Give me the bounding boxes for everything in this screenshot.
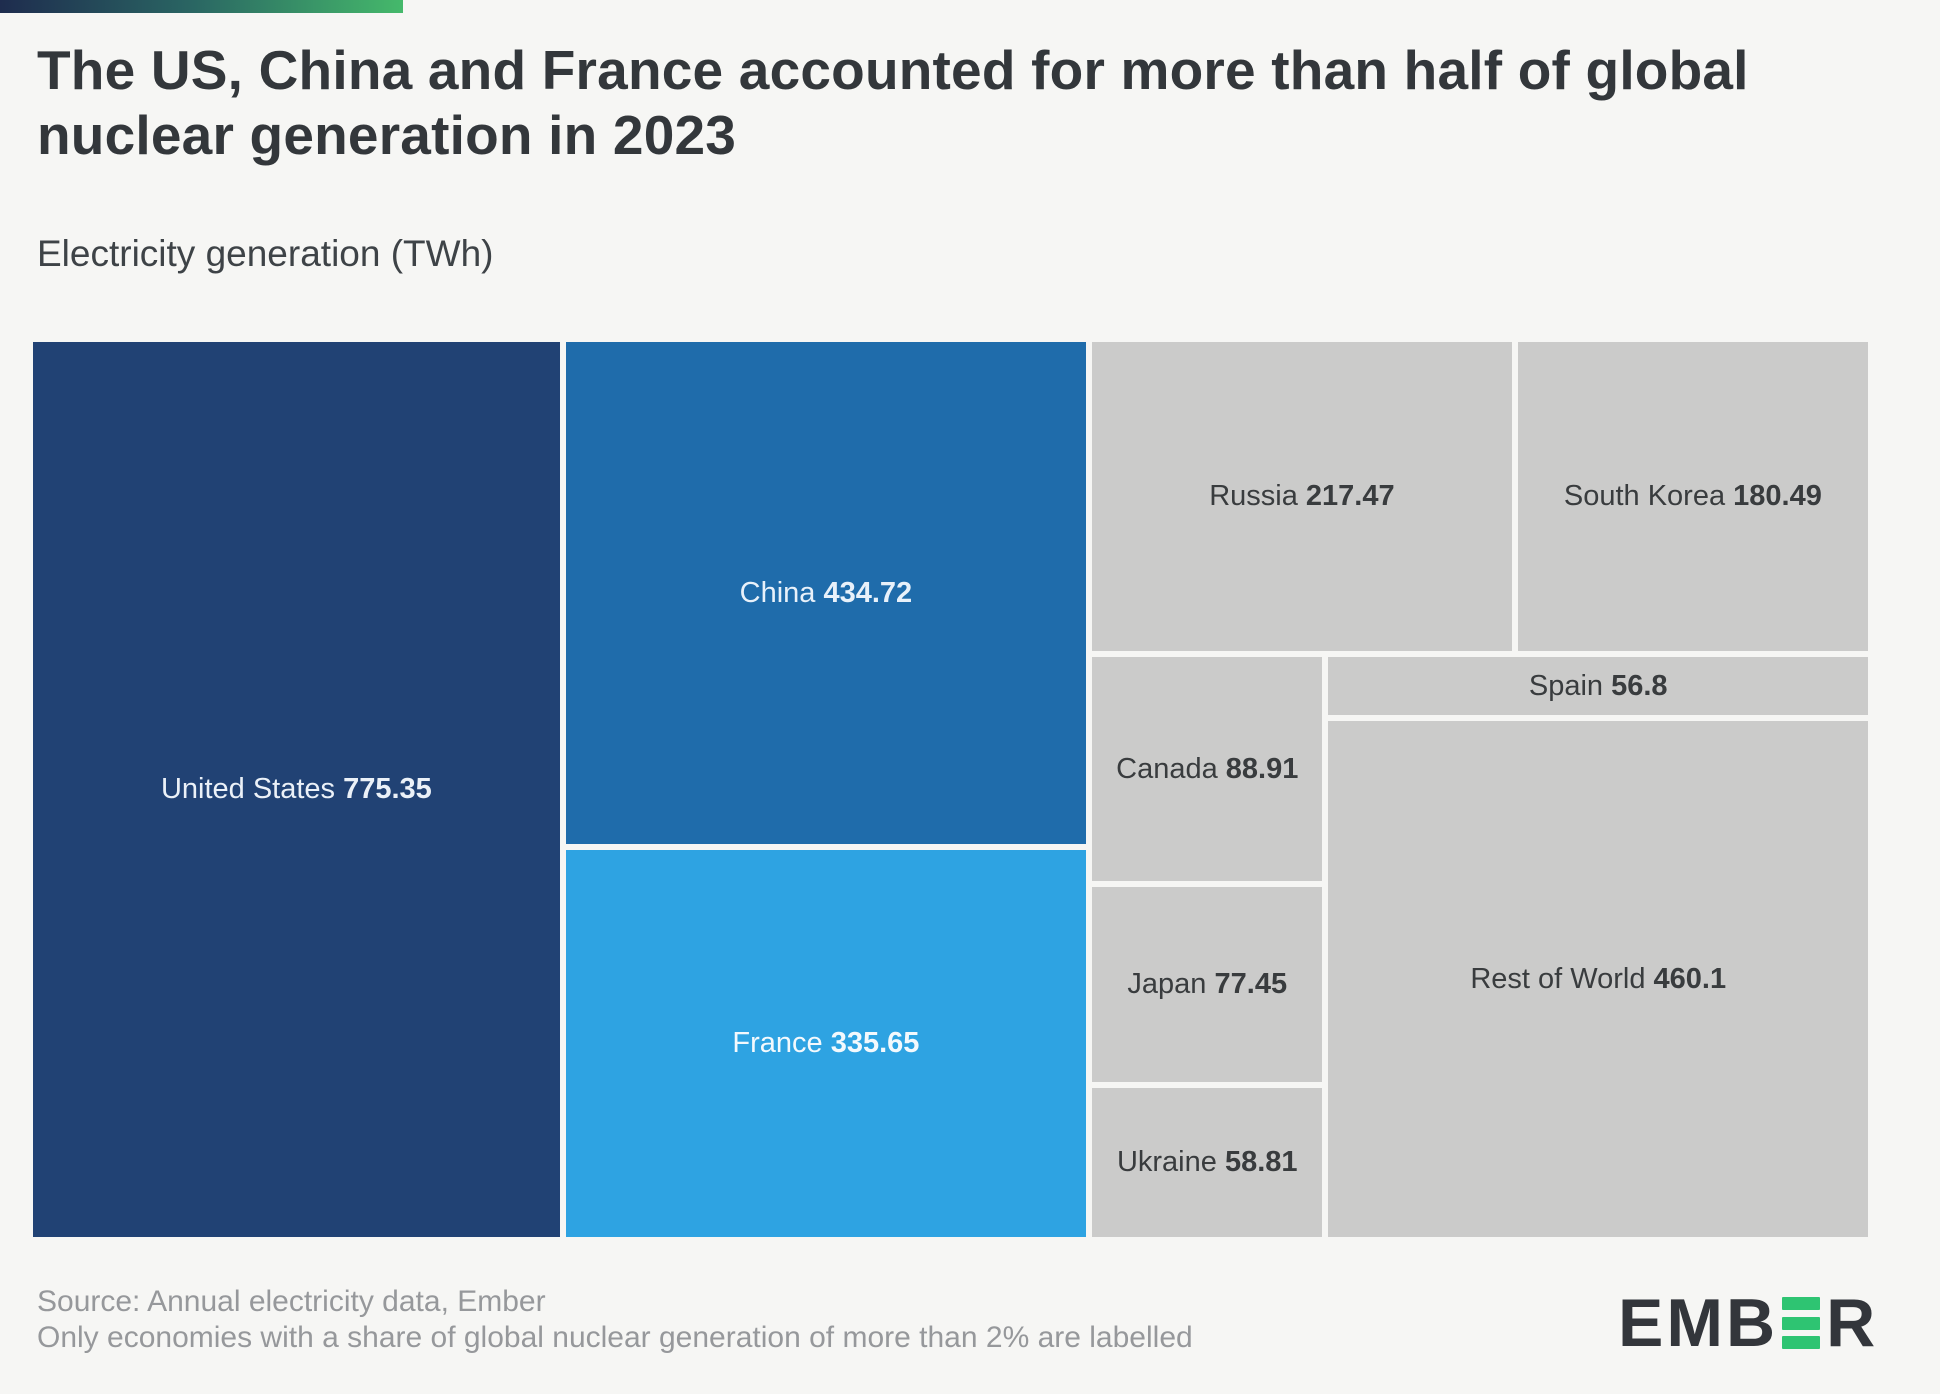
cell-label: Japan 77.45 — [1127, 968, 1287, 1001]
labelling-note: Only economies with a share of global nu… — [37, 1321, 1193, 1354]
ember-logo-green-e-icon — [1782, 1297, 1821, 1349]
cell-label: France 335.65 — [732, 1027, 919, 1060]
treemap-cell-russia[interactable]: Russia 217.47 — [1092, 342, 1512, 652]
cell-label: United States 775.35 — [161, 773, 432, 806]
treemap-cell-south-korea[interactable]: South Korea 180.49 — [1517, 342, 1868, 652]
footer: Source: Annual electricity data, Ember O… — [37, 1284, 1193, 1356]
cell-value: 56.8 — [1611, 669, 1668, 702]
cell-country-name: Rest of World — [1470, 962, 1654, 995]
cell-value: 77.45 — [1214, 968, 1288, 1001]
ember-logo-text-r: R — [1826, 1285, 1879, 1361]
cell-country-name: France — [732, 1027, 831, 1060]
treemap-cell-rest-of-world[interactable]: Rest of World 460.1 — [1328, 721, 1868, 1237]
cell-country-name: United States — [160, 773, 344, 805]
treemap-cell-canada[interactable]: Canada 88.91 — [1092, 657, 1323, 882]
cell-label: Spain 56.8 — [1529, 670, 1668, 703]
cell-value: 775.35 — [343, 773, 432, 805]
cell-value: 180.49 — [1733, 480, 1822, 513]
cell-country-name: Spain — [1528, 669, 1612, 702]
cell-label: China 434.72 — [740, 577, 913, 610]
cell-label: South Korea 180.49 — [1564, 480, 1822, 513]
cell-country-name: Canada — [1116, 752, 1226, 785]
brand-accent-bar — [0, 0, 403, 13]
treemap-cell-ukraine[interactable]: Ukraine 58.81 — [1092, 1087, 1323, 1237]
treemap-cell-united-states[interactable]: United States 775.35 — [33, 342, 560, 1237]
chart-subtitle: Electricity generation (TWh) — [37, 233, 494, 274]
source-note: Source: Annual electricity data, Ember — [37, 1285, 546, 1318]
cell-value: 88.91 — [1225, 752, 1299, 785]
treemap: United States 775.35 China 434.72 France 3… — [33, 342, 1868, 1237]
ember-logo-text-emb: EMB — [1618, 1285, 1779, 1361]
cell-value: 434.72 — [823, 576, 913, 609]
cell-label: Canada 88.91 — [1116, 753, 1298, 786]
treemap-cell-france[interactable]: France 335.65 — [565, 850, 1087, 1237]
cell-country-name: South Korea — [1563, 480, 1734, 513]
treemap-cell-china[interactable]: China 434.72 — [565, 342, 1087, 845]
cell-label: Rest of World 460.1 — [1470, 963, 1726, 996]
cell-country-name: China — [739, 576, 824, 609]
cell-value: 217.47 — [1305, 480, 1395, 513]
ember-logo: EMB R — [1618, 1285, 1879, 1361]
treemap-cell-spain[interactable]: Spain 56.8 — [1328, 657, 1868, 716]
cell-value: 58.81 — [1224, 1145, 1298, 1178]
treemap-cell-japan[interactable]: Japan 77.45 — [1092, 887, 1323, 1082]
cell-value: 335.65 — [830, 1027, 920, 1060]
cell-country-name: Russia — [1209, 480, 1306, 513]
cell-value: 460.1 — [1653, 962, 1727, 995]
chart-title: The US, China and France accounted for m… — [37, 39, 1749, 166]
cell-country-name: Ukraine — [1116, 1145, 1225, 1178]
cell-label: Ukraine 58.81 — [1117, 1146, 1298, 1179]
cell-country-name: Japan — [1127, 968, 1215, 1001]
cell-label: Russia 217.47 — [1209, 480, 1394, 513]
